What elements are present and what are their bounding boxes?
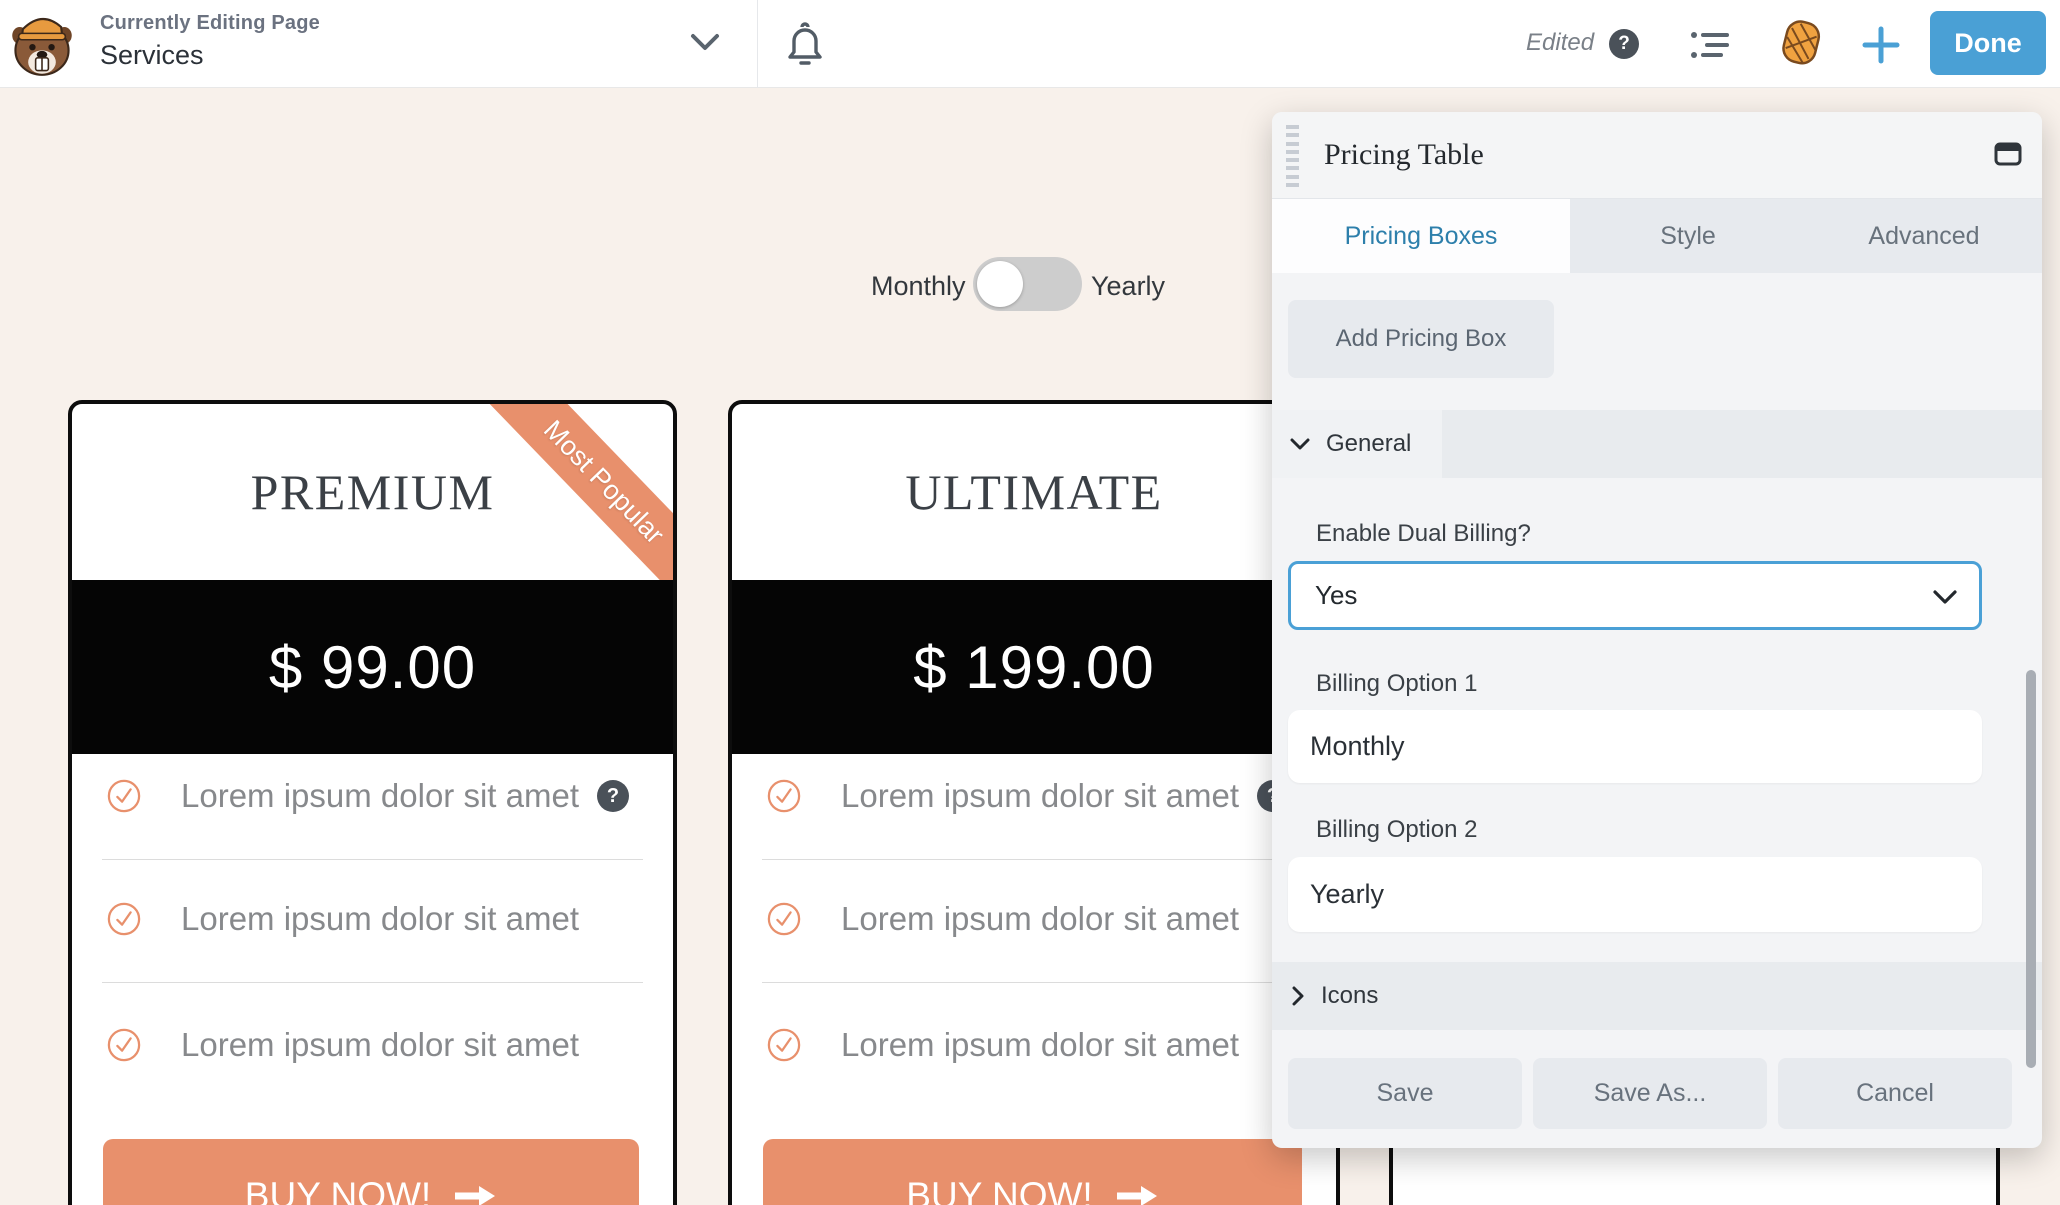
check-circle-icon bbox=[107, 1028, 141, 1062]
section-general[interactable]: General bbox=[1272, 410, 2042, 478]
feature-help-icon[interactable]: ? bbox=[596, 780, 629, 812]
chevron-right-icon bbox=[1292, 986, 1304, 1006]
module-settings-panel: Pricing Table Pricing Boxes Style Advanc… bbox=[1272, 112, 2042, 1148]
beaver-builder-logo bbox=[12, 17, 72, 76]
select-value: Yes bbox=[1315, 580, 1358, 610]
currently-editing-label: Currently Editing Page bbox=[100, 12, 320, 34]
feature-row: Lorem ipsum dolor sit amet ? bbox=[107, 761, 638, 831]
check-circle-icon bbox=[107, 779, 141, 813]
billing-option-1-label: Billing Option 1 bbox=[1316, 670, 1478, 697]
add-pricing-box-button[interactable]: Add Pricing Box bbox=[1288, 300, 1554, 378]
buy-now-label: BUY NOW! bbox=[906, 1175, 1093, 1205]
feature-row: Lorem ipsum dolor sit amet ? bbox=[767, 761, 1301, 831]
buy-now-button[interactable]: BUY NOW! bbox=[103, 1139, 639, 1205]
billing-option-1-input[interactable] bbox=[1288, 710, 1982, 783]
check-circle-icon bbox=[767, 902, 801, 936]
enable-dual-billing-select[interactable]: Yes bbox=[1288, 561, 1982, 630]
feature-divider bbox=[762, 982, 1306, 983]
feature-text: Lorem ipsum dolor sit amet bbox=[841, 1026, 1239, 1063]
buy-now-button[interactable]: BUY NOW! bbox=[763, 1139, 1302, 1205]
pricing-box-ultimate[interactable]: ULTIMATE $ 199.00 Lorem ipsum dolor sit … bbox=[728, 400, 1340, 1205]
edited-status: Edited bbox=[1526, 29, 1595, 56]
feature-row: Lorem ipsum dolor sit amet bbox=[767, 884, 1301, 954]
panel-header: Pricing Table bbox=[1272, 112, 2042, 199]
done-button[interactable]: Done bbox=[1930, 11, 2046, 75]
panel-scrollbar[interactable] bbox=[2026, 670, 2036, 1068]
pricing-box-premium[interactable]: PREMIUM Most Popular $ 99.00 Lorem ipsum… bbox=[68, 400, 677, 1205]
buy-now-label: BUY NOW! bbox=[244, 1175, 432, 1205]
section-label: General bbox=[1326, 430, 1412, 457]
pricing-box-title: ULTIMATE bbox=[905, 464, 1163, 520]
enable-dual-billing-label: Enable Dual Billing? bbox=[1316, 520, 1531, 547]
feature-text: Lorem ipsum dolor sit amet bbox=[841, 900, 1239, 937]
pricing-box-title: PREMIUM bbox=[250, 464, 495, 520]
tab-advanced[interactable]: Advanced bbox=[1868, 222, 1980, 250]
section-label: Icons bbox=[1321, 982, 1379, 1009]
tab-style[interactable]: Style bbox=[1660, 222, 1716, 250]
check-circle-icon bbox=[767, 779, 801, 813]
check-circle-icon bbox=[107, 902, 141, 936]
billing-option-2-input[interactable] bbox=[1288, 857, 1982, 932]
pricing-box-price: $ 99.00 bbox=[72, 580, 673, 754]
notifications-bell-icon[interactable] bbox=[786, 21, 824, 67]
feature-row: Lorem ipsum dolor sit amet bbox=[107, 1010, 638, 1080]
feature-text: Lorem ipsum dolor sit amet bbox=[181, 1026, 579, 1063]
feature-divider bbox=[102, 859, 643, 860]
feature-row: Lorem ipsum dolor sit amet bbox=[107, 884, 638, 954]
toolbar-divider bbox=[757, 0, 758, 88]
add-content-plus-icon[interactable] bbox=[1862, 26, 1900, 64]
billing-toggle-yearly-label: Yearly bbox=[1091, 271, 1166, 301]
top-toolbar: Currently Editing Page Services Edited ?… bbox=[0, 0, 2060, 88]
section-icons[interactable]: Icons bbox=[1272, 962, 2042, 1030]
feature-text: Lorem ipsum dolor sit amet bbox=[181, 777, 579, 814]
drag-handle[interactable] bbox=[1286, 125, 1300, 187]
chevron-down-icon[interactable] bbox=[690, 33, 720, 51]
save-as-button[interactable]: Save As... bbox=[1533, 1058, 1767, 1129]
chevron-down-icon bbox=[1290, 438, 1310, 449]
section-general-highlight bbox=[1272, 410, 1442, 478]
billing-option-2-label: Billing Option 2 bbox=[1316, 816, 1478, 843]
toggle-knob bbox=[977, 261, 1023, 307]
arrow-right-icon bbox=[1116, 1186, 1157, 1205]
feature-text: Lorem ipsum dolor sit amet bbox=[841, 777, 1239, 814]
chevron-down-icon bbox=[1933, 590, 1957, 604]
billing-period-toggle[interactable] bbox=[973, 257, 1082, 311]
outline-panel-icon[interactable] bbox=[1690, 30, 1730, 60]
page-title: Services bbox=[100, 40, 204, 70]
pricing-box-price: $ 199.00 bbox=[732, 580, 1336, 754]
feature-divider bbox=[762, 859, 1306, 860]
tab-pricing-boxes[interactable]: Pricing Boxes bbox=[1272, 199, 1570, 273]
feature-row: Lorem ipsum dolor sit amet bbox=[767, 1010, 1301, 1080]
panel-tab-bar: Pricing Boxes Style Advanced bbox=[1272, 199, 2042, 273]
templates-honeycomb-icon[interactable] bbox=[1776, 17, 1826, 69]
arrow-right-icon bbox=[455, 1186, 496, 1205]
feature-text: Lorem ipsum dolor sit amet bbox=[181, 900, 579, 937]
edited-help-icon[interactable]: ? bbox=[1609, 29, 1639, 59]
cancel-button[interactable]: Cancel bbox=[1778, 1058, 2012, 1129]
feature-divider bbox=[102, 982, 643, 983]
save-button[interactable]: Save bbox=[1288, 1058, 1522, 1129]
billing-toggle-monthly-label: Monthly bbox=[871, 271, 966, 301]
check-circle-icon bbox=[767, 1028, 801, 1062]
panel-title: Pricing Table bbox=[1324, 138, 1484, 171]
window-pin-icon[interactable] bbox=[1994, 142, 2022, 166]
